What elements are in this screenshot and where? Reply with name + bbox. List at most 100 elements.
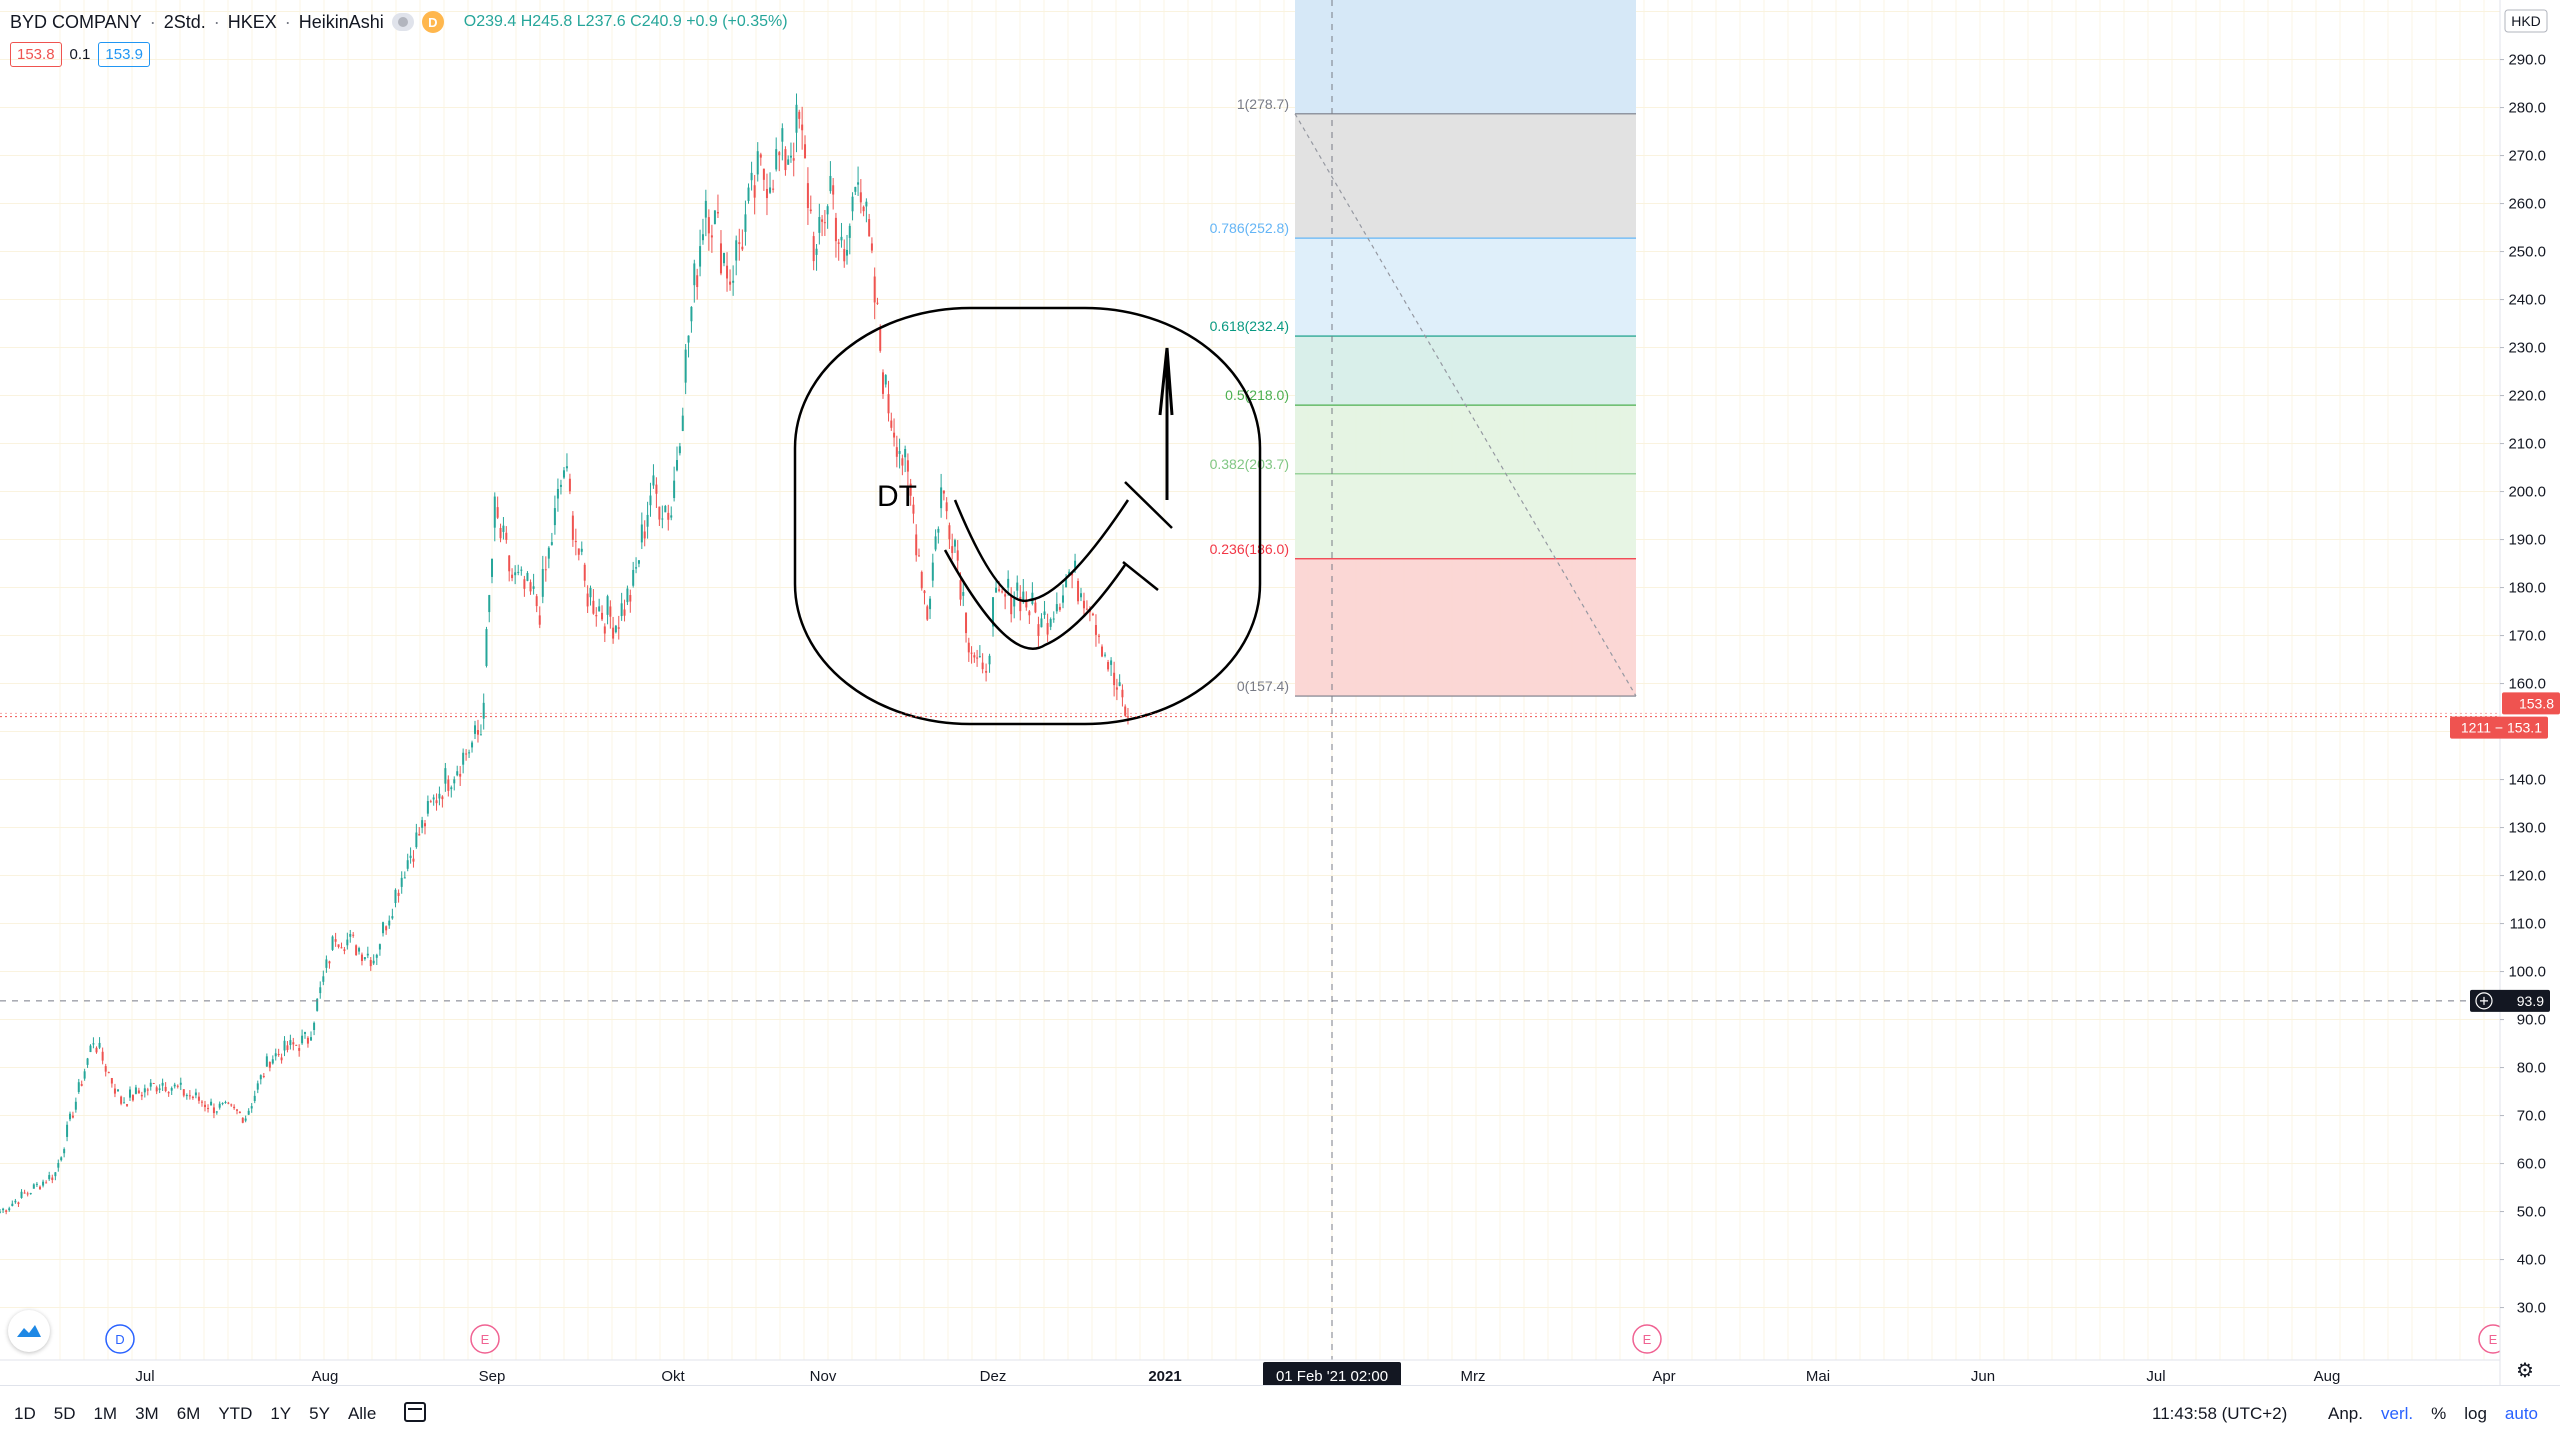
event-marker[interactable]: E [1632,1324,1662,1354]
bid-button[interactable]: 153.8 [10,42,62,67]
candle-body [840,236,843,241]
delayed-data-badge[interactable]: D [421,11,444,33]
range-button-1d[interactable]: 1D [14,1404,36,1423]
event-marker[interactable]: E [470,1324,500,1354]
candle-body [101,1051,104,1061]
chart-style-label[interactable]: HeikinAshi [298,11,384,32]
candle-body [738,242,741,245]
calendar-icon[interactable] [404,1402,426,1422]
candle-body [207,1108,210,1110]
candle-body [765,188,768,199]
price-tick-label: 30.0 [2517,1300,2546,1317]
candle-body [1082,600,1085,609]
candle-body [1046,623,1049,635]
scale-options: Anp. verl.% log auto [2328,1404,2538,1424]
candle-body [23,1192,26,1194]
candle-body [962,592,965,596]
candle-body [355,945,358,956]
candle-body [798,111,801,119]
scale-option-4[interactable]: auto [2504,1404,2539,1423]
ask-button[interactable]: 153.9 [98,42,150,67]
fib-level-label: 0.236(186.0) [1210,541,1289,557]
candle-body [556,488,559,499]
candle-body [435,800,438,804]
range-button-5y[interactable]: 5Y [309,1404,330,1423]
price-tick-label: 280.0 [2508,100,2546,117]
candle-body [400,877,403,887]
candle-body [1101,646,1104,657]
candle-body [981,662,984,670]
annotation-curve [943,549,1127,650]
time-tick-label: Jul [135,1368,154,1385]
range-button-ytd[interactable]: YTD [218,1404,253,1423]
scale-option-2[interactable]: % [2431,1404,2447,1423]
candle-body [421,820,424,828]
range-button-6m[interactable]: 6M [176,1404,201,1423]
candle-body [412,858,415,862]
candle-body [1049,619,1052,627]
candle-body [956,550,959,561]
legend-separator: · [149,11,156,32]
candle-body [375,954,378,958]
price-tick-label: 250.0 [2508,244,2546,261]
range-button-1y[interactable]: 1Y [270,1404,292,1423]
eye-icon[interactable] [391,13,414,31]
candle-body [732,280,735,283]
price-tick-label: 50.0 [2517,1204,2546,1221]
candle-body [179,1082,182,1085]
candle-body [747,187,750,201]
price-tick-label: 270.0 [2508,148,2546,165]
candle-body [1025,599,1028,608]
fib-zone [1295,405,1636,474]
tradingview-logo[interactable] [8,1310,50,1352]
candle-body [236,1109,239,1111]
candle-body [48,1175,51,1180]
symbol-name[interactable]: BYD COMPANY [10,11,142,32]
price-tick-label: 60.0 [2517,1156,2546,1173]
range-button-1m[interactable]: 1M [93,1404,118,1423]
candle-body [149,1082,152,1087]
price-tick-label: 240.0 [2508,292,2546,309]
candle-body [197,1096,200,1101]
candle-body [973,655,976,658]
candle-body [988,655,991,665]
candle-body [256,1083,259,1090]
clock-label[interactable]: 11:43:58 (UTC+2) [2152,1404,2288,1423]
scale-option-0[interactable]: Anp. [2328,1404,2363,1423]
candle-body [640,524,643,543]
candle-body [292,1042,295,1045]
candle-body [5,1210,8,1212]
candle-body [965,612,968,634]
candle-body [1028,611,1031,616]
candle-body [526,572,529,581]
range-button-alle[interactable]: Alle [347,1404,377,1423]
candle-body [14,1200,17,1203]
candle-body [953,540,956,547]
gear-icon[interactable]: ⚙ [2516,1360,2534,1382]
scale-option-1[interactable]: verl. [2380,1404,2414,1423]
candle-body [595,614,598,617]
candle-body [589,587,592,598]
candle-body [881,372,884,394]
range-button-5d[interactable]: 5D [53,1404,76,1423]
candle-body [729,281,732,285]
candle-body [812,236,815,262]
candle-body [1091,613,1094,616]
candle-body [1115,687,1118,690]
candle-body [704,200,707,218]
event-marker[interactable]: D [105,1324,135,1354]
candle-body [17,1202,20,1205]
candle-body [792,158,795,161]
interval-label[interactable]: 2Std. [163,11,206,32]
candle-body [846,249,849,256]
candle-body [670,515,673,518]
candle-body [655,484,658,494]
scale-option-3[interactable]: log [2464,1404,2487,1423]
candle-body [158,1088,161,1090]
candle-body [781,128,784,142]
range-button-3m[interactable]: 3M [135,1404,159,1423]
candle-body [693,263,696,286]
candle-body [253,1095,256,1102]
candle-body [83,1071,86,1079]
